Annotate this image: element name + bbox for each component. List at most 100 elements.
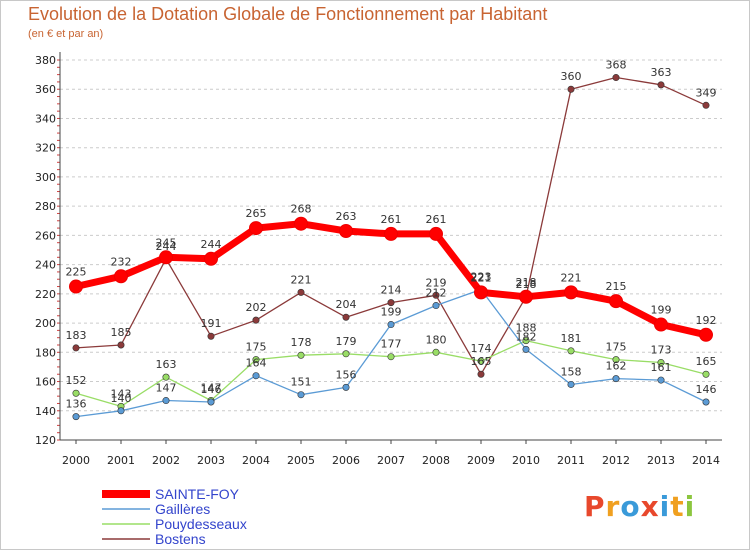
data-point: [72, 413, 80, 421]
data-point: [657, 359, 665, 367]
x-tick-label: 2010: [512, 454, 540, 467]
data-label: 368: [606, 59, 627, 72]
data-label: 165: [471, 355, 492, 368]
data-label: 244: [156, 240, 177, 253]
x-tick-label: 2008: [422, 454, 450, 467]
data-label: 151: [291, 376, 312, 389]
data-label: 261: [426, 213, 447, 226]
data-label: 174: [471, 342, 492, 355]
data-point: [477, 370, 485, 378]
data-label: 173: [651, 344, 672, 357]
data-label: 158: [561, 365, 582, 378]
x-tick-label: 2009: [467, 454, 495, 467]
data-label: 152: [66, 374, 87, 387]
data-point: [609, 294, 623, 309]
y-tick-label: 180: [35, 346, 56, 359]
y-tick-label: 300: [35, 171, 56, 184]
plot-area: [60, 52, 722, 440]
legend-label: Bostens: [155, 531, 206, 547]
data-point: [474, 285, 488, 300]
y-tick-label: 240: [35, 259, 56, 272]
data-point: [252, 356, 260, 364]
legend-label: SAINTE-FOY: [155, 486, 240, 502]
proxiti-logo: Proxiti: [584, 490, 696, 523]
y-tick-label: 360: [35, 83, 56, 96]
data-point: [297, 391, 305, 399]
data-point: [159, 250, 173, 265]
data-label: 147: [201, 382, 222, 395]
data-label: 199: [381, 306, 402, 319]
data-point: [432, 348, 440, 356]
y-tick-label: 340: [35, 112, 56, 125]
data-point: [429, 226, 443, 241]
data-label: 218: [516, 278, 537, 291]
series-points: [69, 74, 713, 421]
data-label: 232: [111, 255, 132, 268]
data-point: [567, 85, 575, 93]
y-tick-label: 140: [35, 405, 56, 418]
x-tick-label: 2006: [332, 454, 360, 467]
data-label: 147: [156, 382, 177, 395]
data-label: 215: [606, 280, 627, 293]
y-tick-label: 220: [35, 288, 56, 301]
data-point: [387, 353, 395, 361]
data-point: [564, 285, 578, 300]
data-label: 178: [291, 336, 312, 349]
data-point: [72, 344, 80, 352]
chart-title: Evolution de la Dotation Globale de Fonc…: [28, 4, 548, 24]
y-tick-label: 380: [35, 54, 56, 67]
y-tick-label: 260: [35, 229, 56, 242]
x-tick-label: 2005: [287, 454, 315, 467]
data-label: 244: [201, 238, 222, 251]
data-label: 188: [516, 322, 537, 335]
data-label: 245: [156, 236, 177, 249]
data-label: 218: [516, 276, 537, 289]
data-point: [612, 74, 620, 82]
data-point: [522, 337, 530, 345]
data-label: 225: [66, 266, 87, 279]
y-tick-label: 160: [35, 376, 56, 389]
data-point: [384, 226, 398, 241]
data-label: 214: [381, 284, 402, 297]
data-label: 161: [651, 361, 672, 374]
data-label: 223: [471, 270, 492, 283]
data-point: [342, 313, 350, 321]
y-tick-label: 320: [35, 142, 56, 155]
data-point: [117, 341, 125, 349]
data-label: 360: [561, 70, 582, 83]
y-tick-label: 120: [35, 434, 56, 447]
data-point: [297, 288, 305, 296]
data-label: 180: [426, 333, 447, 346]
data-point: [339, 224, 353, 238]
data-point: [294, 216, 308, 231]
x-tick-label: 2011: [557, 454, 585, 467]
data-point: [612, 356, 620, 364]
data-point: [207, 332, 215, 340]
data-point: [522, 345, 530, 353]
data-point: [69, 279, 83, 294]
data-label: 163: [156, 358, 177, 371]
data-label: 268: [291, 203, 312, 216]
data-label: 349: [696, 86, 717, 99]
data-label: 221: [561, 271, 582, 284]
data-label: 185: [111, 326, 132, 339]
data-point: [342, 350, 350, 358]
x-tick-label: 2013: [647, 454, 675, 467]
data-point: [567, 347, 575, 355]
data-point: [207, 398, 215, 406]
data-point: [72, 389, 80, 397]
data-point: [654, 317, 668, 332]
legend-label: Pouydesseaux: [155, 516, 247, 532]
x-tick-label: 2014: [692, 454, 720, 467]
data-labels: 183 185 244 191 202 221 204 214 219 165 218 360 368 3…: [66, 59, 717, 411]
data-point: [249, 221, 263, 236]
data-point: [387, 299, 395, 307]
data-label: 179: [336, 335, 357, 348]
data-point: [657, 81, 665, 89]
x-tick-label: 2007: [377, 454, 405, 467]
data-label: 221: [291, 273, 312, 286]
axes: [57, 52, 722, 444]
data-point: [297, 351, 305, 359]
data-point: [612, 375, 620, 383]
